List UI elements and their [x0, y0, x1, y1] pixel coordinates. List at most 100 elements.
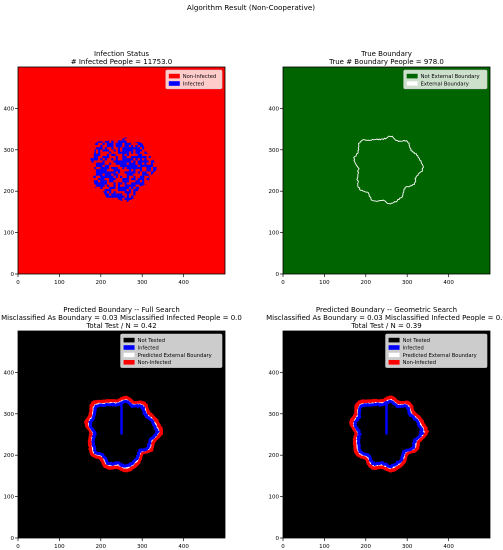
infection-cell — [95, 186, 99, 190]
infection-cell — [131, 153, 134, 157]
infection-cell — [100, 160, 103, 163]
infection-cell — [148, 162, 151, 165]
infection-cell — [135, 160, 138, 163]
infection-cell — [122, 142, 125, 146]
subplot-title-line: True Boundary — [360, 50, 412, 58]
infection-cell — [150, 162, 154, 165]
infection-cell — [126, 182, 129, 185]
infection-cell — [117, 189, 121, 192]
infection-cell — [137, 160, 140, 163]
infection-cell — [150, 158, 154, 161]
infection-cell — [146, 169, 149, 172]
infection-cell — [122, 186, 125, 190]
infection-cell — [135, 149, 138, 152]
infection-cell — [135, 156, 138, 159]
infection-cell — [148, 158, 151, 161]
infection-cell — [133, 147, 136, 150]
infection-cell — [113, 147, 116, 150]
infection-cell — [142, 178, 145, 181]
infection-cell — [128, 189, 132, 192]
infection-cell — [126, 171, 129, 174]
infection-cell — [124, 151, 127, 154]
infection-cell — [102, 156, 105, 159]
infection-cell — [104, 147, 107, 150]
infection-cell — [100, 164, 103, 168]
infection-cell — [153, 164, 156, 168]
infection-cell — [102, 180, 105, 183]
infection-cell — [133, 182, 136, 185]
infection-cell — [148, 156, 151, 159]
y-tick-label: 0 — [11, 272, 15, 278]
infection-cell — [144, 149, 147, 152]
infection-cell — [150, 164, 154, 168]
infection-cell — [148, 164, 151, 168]
infection-cell — [137, 147, 140, 150]
infection-cell — [98, 169, 101, 172]
infection-cell — [128, 140, 132, 143]
infection-cell — [126, 151, 129, 154]
infection-cell — [126, 142, 129, 146]
infection-cell — [135, 153, 138, 157]
infection-cell — [122, 158, 125, 161]
infection-cell — [95, 145, 99, 148]
infection-cell — [137, 162, 140, 165]
infection-cell — [109, 149, 112, 152]
infection-cell — [124, 189, 127, 192]
infection-cell — [102, 191, 105, 194]
legend-label: External Boundary — [421, 81, 469, 87]
infection-cell — [113, 180, 116, 183]
infection-cell — [104, 171, 107, 174]
legend-label: Predicted External Boundary — [403, 353, 477, 359]
infection-cell — [131, 195, 134, 198]
infection-cell — [100, 149, 103, 152]
infection-cell — [117, 156, 121, 159]
infection-cell — [111, 151, 114, 154]
infection-cell — [104, 162, 107, 165]
infection-cell — [126, 186, 129, 190]
infection-cell — [146, 156, 149, 159]
infection-cell — [120, 164, 123, 168]
infection-cell — [124, 158, 127, 161]
infection-cell — [100, 184, 103, 187]
infection-cell — [109, 153, 112, 157]
infection-cell — [120, 140, 123, 143]
subplot-title: Infection Status # Infected People = 1175… — [71, 50, 172, 66]
y-tick-label: 300 — [269, 148, 280, 154]
infection-cell — [98, 182, 101, 185]
infection-cell — [109, 195, 112, 198]
infection-cell — [126, 200, 129, 203]
infection-cell — [111, 145, 114, 148]
infection-cell — [120, 184, 123, 187]
infection-cell — [104, 180, 107, 183]
infection-cell — [142, 158, 145, 161]
infection-cell — [111, 158, 114, 161]
infection-cell — [93, 167, 96, 170]
infection-cell — [124, 180, 127, 183]
infection-cell — [135, 180, 138, 183]
infection-cell — [122, 189, 125, 192]
infection-cell — [131, 175, 134, 179]
x-tick-label: 300 — [137, 544, 148, 550]
infection-cell — [115, 186, 118, 190]
infection-cell — [111, 182, 114, 185]
x-tick-label: 100 — [54, 280, 65, 286]
infection-cell — [124, 184, 127, 187]
infection-cell — [93, 162, 96, 165]
infection-cell — [111, 189, 114, 192]
legend-label: Non-Infected — [183, 74, 216, 80]
infection-cell — [109, 145, 112, 148]
infection-cell — [137, 182, 140, 185]
infection-cell — [120, 182, 123, 185]
infection-cell — [124, 149, 127, 152]
infection-cell — [133, 195, 136, 198]
infection-cell — [146, 153, 149, 157]
x-tick-label: 200 — [96, 544, 107, 550]
infection-cell — [104, 189, 107, 192]
infection-cell — [113, 184, 116, 187]
infection-cell — [153, 162, 156, 165]
infection-cell — [120, 175, 123, 179]
infection-cell — [109, 178, 112, 181]
infection-cell — [117, 184, 121, 187]
infection-cell — [144, 160, 147, 163]
infection-cell — [115, 178, 118, 181]
